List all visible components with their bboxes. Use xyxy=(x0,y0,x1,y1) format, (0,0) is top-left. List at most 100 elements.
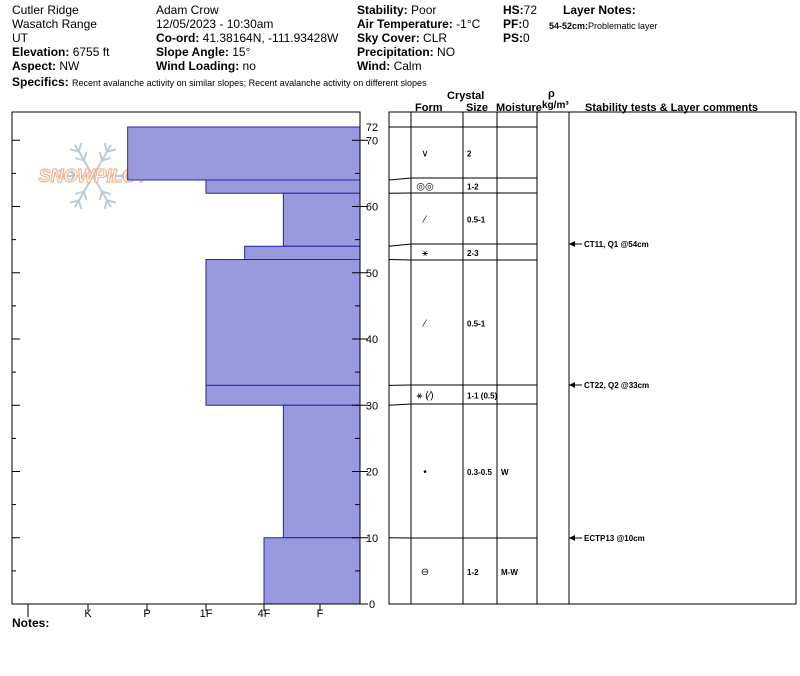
height-tick-label: 50 xyxy=(366,268,378,280)
crystal-size: 2 xyxy=(467,150,472,159)
snowflake-branch xyxy=(98,191,103,201)
layer-connector xyxy=(388,243,412,247)
height-tick-label: 0 xyxy=(369,599,375,611)
comments-header: Stability tests & Layer comments xyxy=(585,102,759,114)
pf-row: PF:0 xyxy=(503,17,529,31)
crystal-form: ◎◎ xyxy=(416,182,433,193)
snowflake-branch xyxy=(67,168,76,177)
ps-row: PS:0 xyxy=(503,31,530,45)
layer-connector xyxy=(388,259,412,261)
snowflake-branch xyxy=(98,151,103,161)
stability-label: Stability: xyxy=(357,3,408,17)
crystal-form: • xyxy=(423,467,427,478)
specifics-row: Specifics: Recent avalanche activity on … xyxy=(12,75,454,90)
wind-row: Wind: Calm xyxy=(357,59,422,73)
slope-value: 15° xyxy=(232,45,251,59)
ps-value: 0 xyxy=(523,31,530,45)
layer-boundaries xyxy=(388,126,537,539)
hardness-bar xyxy=(282,404,361,539)
crystal-moisture: W xyxy=(501,468,509,477)
hardness-bar xyxy=(205,179,361,194)
wind-loading-label: Wind Loading: xyxy=(156,59,240,73)
test-result: CT22, Q2 @33cm xyxy=(584,381,649,390)
hardness-tick-label: K xyxy=(84,608,92,620)
layer-note-range: 54-52cm: xyxy=(549,21,589,31)
wind-value: Calm xyxy=(393,59,422,73)
test-result: CT11, Q1 @54cm xyxy=(584,240,649,249)
crystal-form: ⊖ xyxy=(421,567,429,578)
hardness-tick-label: F xyxy=(317,608,324,620)
crystal-form: ⁄ xyxy=(421,319,427,330)
snowflake-branch xyxy=(110,168,119,177)
snowflake-branch xyxy=(106,199,116,204)
layer-notes-label: Layer Notes: xyxy=(563,3,636,17)
hardness-bars xyxy=(127,126,361,605)
layer-note: 54-52cm:Problematic layer xyxy=(549,18,658,33)
layer-connector xyxy=(388,177,412,181)
snowflake-branch xyxy=(67,175,76,184)
aspect-row: Aspect: NW xyxy=(12,59,79,73)
wind-loading-value: no xyxy=(242,59,256,73)
precip-row: Precipitation: NO xyxy=(357,45,455,59)
hardness-tick-label: 1F xyxy=(200,608,213,620)
range: Wasatch Range xyxy=(12,17,97,31)
hs-row: HS:72 xyxy=(503,3,537,17)
elevation-row: Elevation: 6755 ft xyxy=(12,45,109,59)
crystal-size: 1-1 (0.5) xyxy=(467,392,498,401)
sky-value: CLR xyxy=(423,31,448,45)
pf-label: PF: xyxy=(503,17,523,31)
coord-row: Co-ord: 41.38164N, -111.93428W xyxy=(156,31,338,45)
hardness-tick-label: I xyxy=(26,608,29,620)
crystal-form: ⁄ xyxy=(421,215,427,226)
sky-label: Sky Cover: xyxy=(357,31,420,45)
height-tick-label: 30 xyxy=(366,400,378,412)
rho-header: ρ xyxy=(548,88,555,100)
snowflake-branch xyxy=(101,157,111,162)
hardness-axis: I K P 1F 4F F xyxy=(26,604,324,620)
watermark-text: SNOWPILOT xyxy=(39,166,150,186)
ps-label: PS: xyxy=(503,31,524,45)
layer-table-frame xyxy=(388,111,797,605)
hardness-tick-label: P xyxy=(143,608,150,620)
snowflake-branch xyxy=(57,168,66,177)
size-header: Size xyxy=(466,102,489,114)
height-tick-label: 72 xyxy=(366,122,378,134)
air-temp-label: Air Temperature: xyxy=(357,17,453,31)
snowflake-branch xyxy=(83,191,88,201)
test-arrow-head xyxy=(569,535,575,541)
snowflake-branch xyxy=(77,142,83,152)
hs-label: HS: xyxy=(503,3,524,17)
height-tick-label: 40 xyxy=(366,334,378,346)
specifics-value: Recent avalanche activity on similar slo… xyxy=(72,78,427,88)
moisture-header: Moisture xyxy=(496,102,542,114)
precip-value: NO xyxy=(437,45,456,59)
wind-label: Wind: xyxy=(357,59,391,73)
test-arrow-head xyxy=(569,241,575,247)
snowflake-branch xyxy=(103,142,109,152)
crystal-header: Crystal xyxy=(447,90,485,102)
pf-value: 0 xyxy=(522,17,530,31)
layer-connector xyxy=(388,403,412,406)
slope-row: Slope Angle: 15° xyxy=(156,45,250,59)
wind-loading-row: Wind Loading: no xyxy=(156,59,256,73)
hardness-bar xyxy=(282,192,361,247)
slope-label: Slope Angle: xyxy=(156,45,229,59)
test-arrow-head xyxy=(569,382,575,388)
air-temp-value: -1°C xyxy=(456,17,481,31)
snowflake-branch xyxy=(77,200,83,210)
snowflake-branch xyxy=(106,148,116,153)
snowflake-branch xyxy=(110,175,119,184)
crystal-form: ∨ xyxy=(421,149,428,160)
snowflake-branch xyxy=(103,200,109,210)
elevation-label: Elevation: xyxy=(12,45,70,59)
crystal-size: 2-3 xyxy=(467,249,479,258)
hardness-bar xyxy=(244,245,361,260)
precip-label: Precipitation: xyxy=(357,45,434,59)
snowflake-branch xyxy=(120,175,129,184)
stability-row: Stability: Poor xyxy=(357,3,436,17)
crystal-form: ⚹ (⁄) xyxy=(416,391,433,402)
height-tick-label: 70 xyxy=(366,135,378,147)
crystal-size: 1-2 xyxy=(467,568,479,577)
